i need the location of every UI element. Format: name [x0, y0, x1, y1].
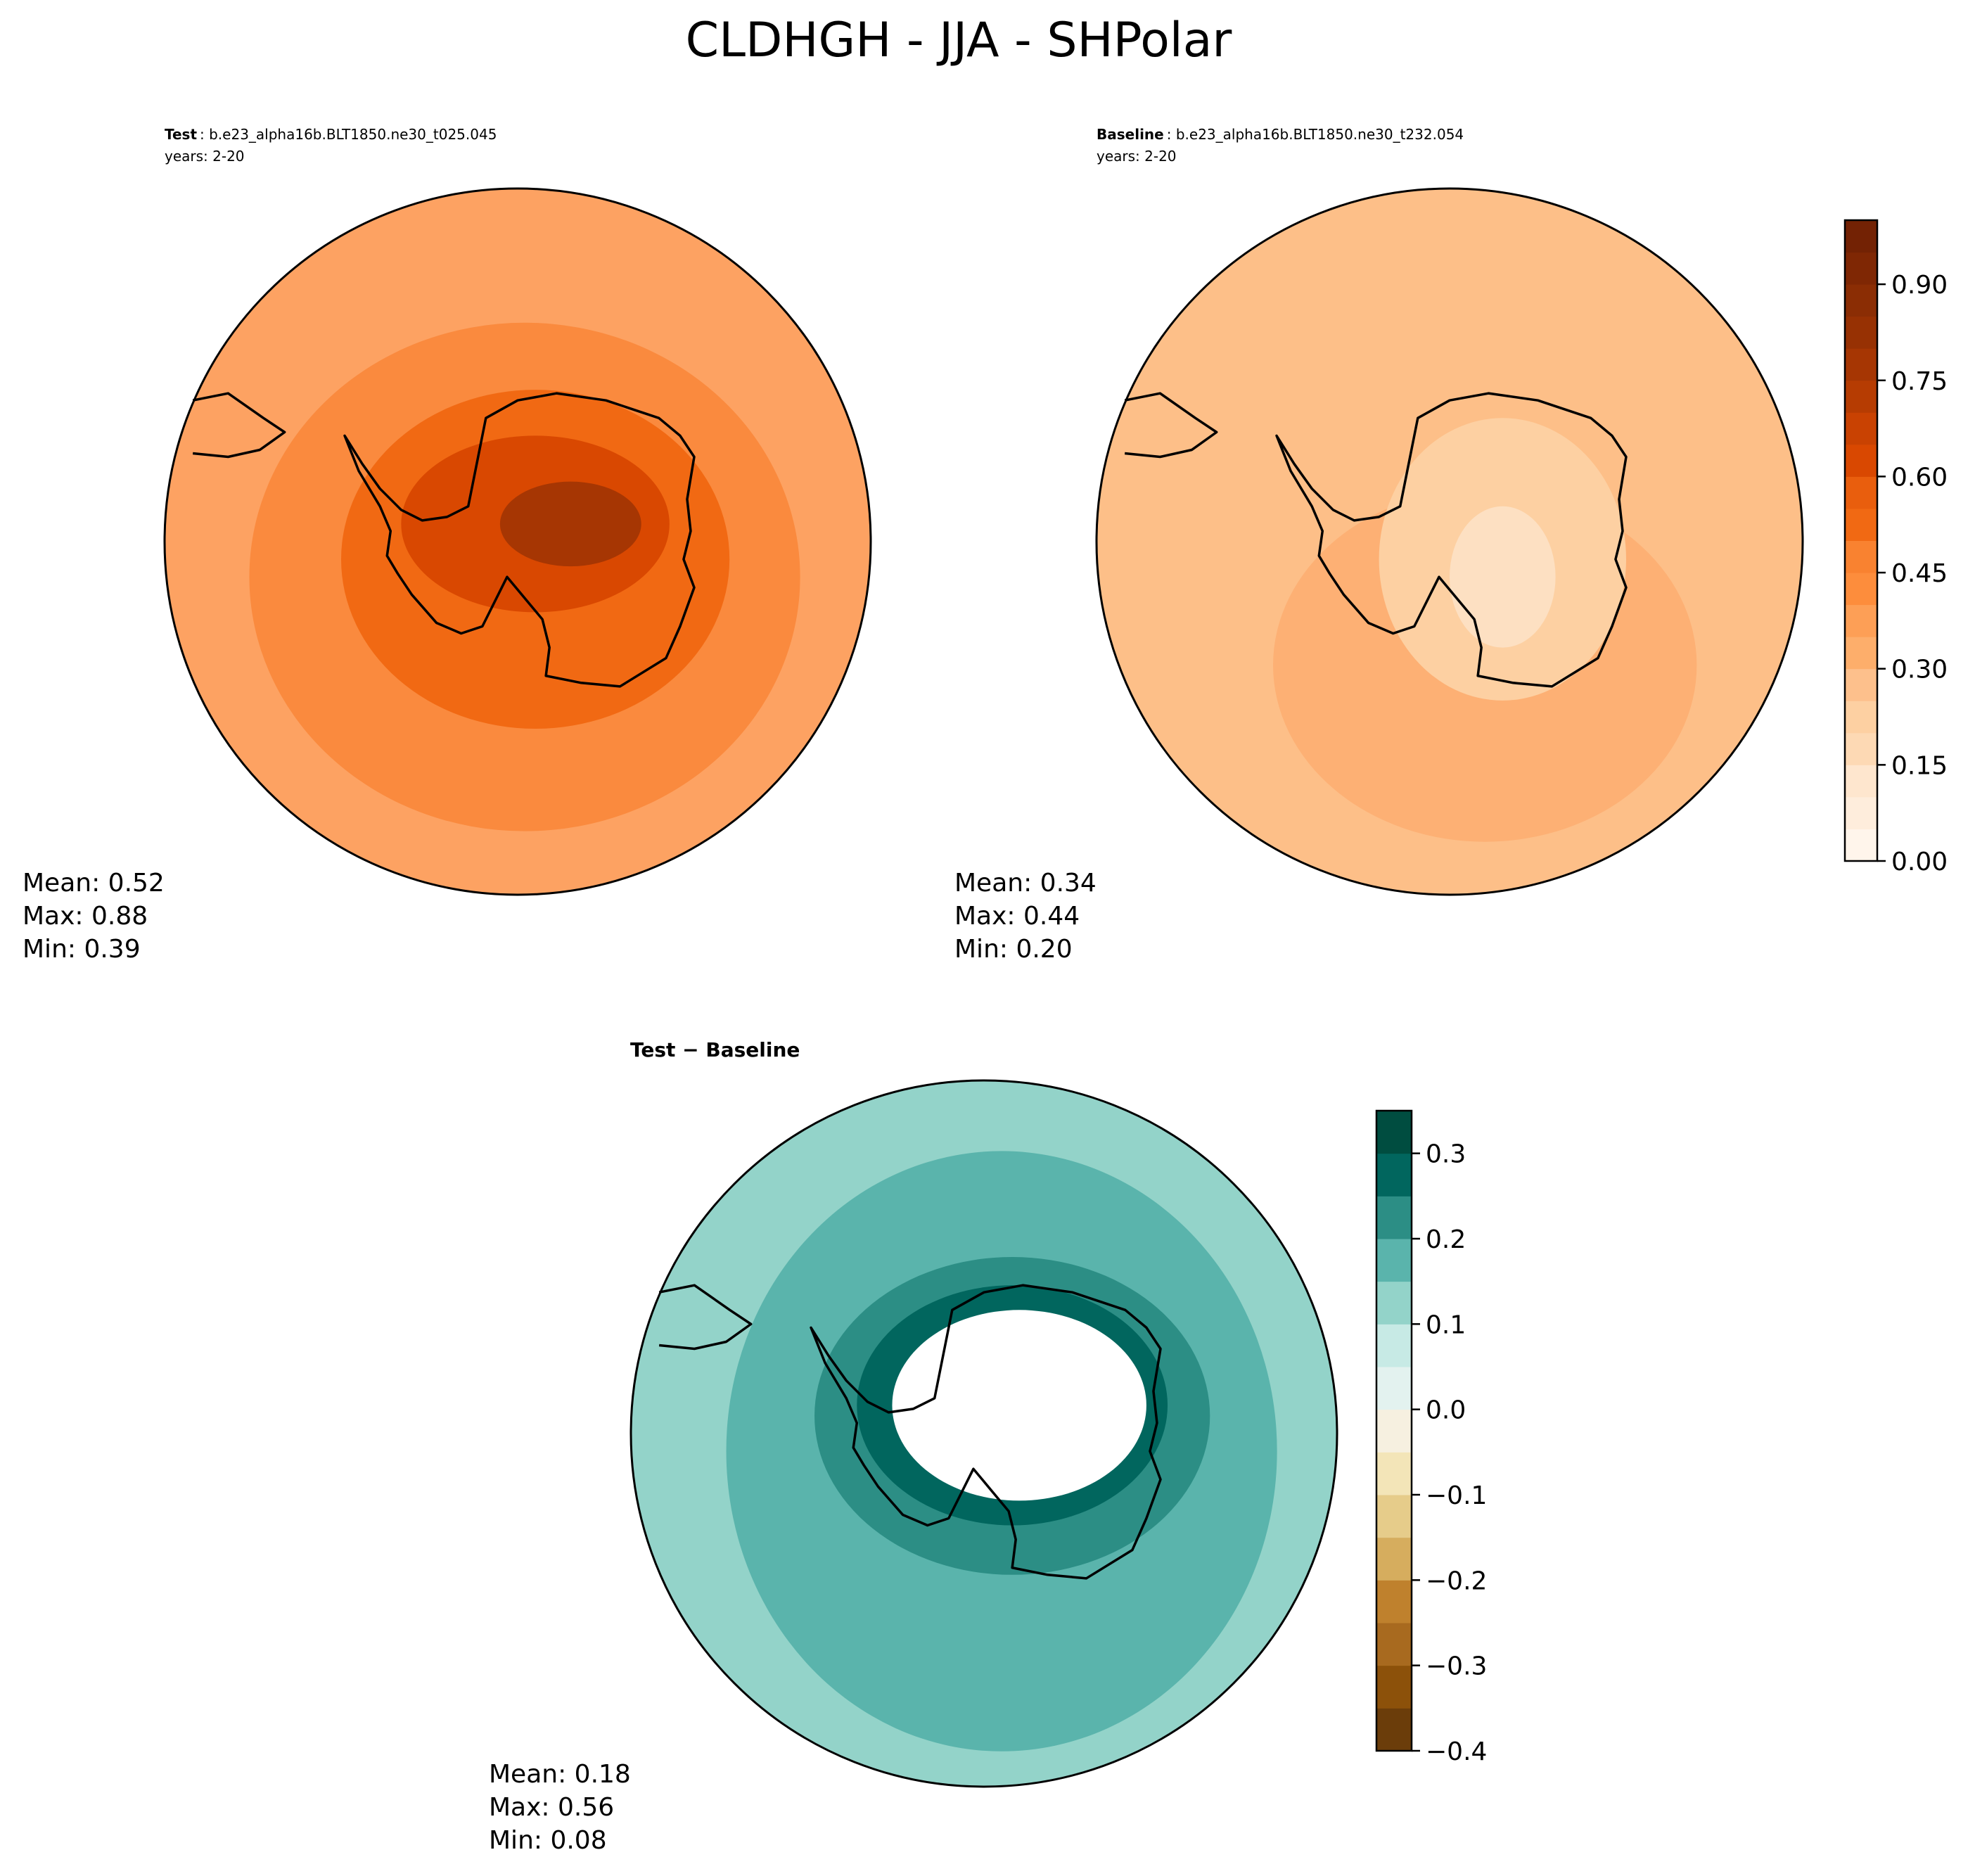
colorbar-segment: [1845, 380, 1877, 413]
panel-case: : b.e23_alpha16b.BLT1850.ne30_t025.045: [200, 126, 497, 143]
stat-line: Max: 0.56: [489, 1793, 614, 1822]
stat-line: Min: 0.39: [23, 935, 141, 964]
colorbar-segment: [1845, 316, 1877, 349]
colorbar-segment: [1376, 1495, 1412, 1538]
colorbar-frame: [1843, 219, 1879, 862]
colorbar-tick-label: 0.00: [1891, 848, 1948, 876]
colorbar-segment: [1376, 1367, 1412, 1410]
colorbar-tick-label: 0.0: [1426, 1396, 1466, 1425]
colorbar-segment: [1845, 668, 1877, 701]
colorbar-segment: [1376, 1239, 1412, 1282]
panel-label: Baseline: b.e23_alpha16b.BLT1850.ne30_t2…: [1097, 126, 1464, 143]
colorbar-segment: [1845, 573, 1877, 606]
panel-name: Baseline: [1097, 126, 1164, 143]
colorbar-segment: [1376, 1281, 1412, 1325]
panel-years: years: 2-20: [1097, 148, 1177, 165]
panel-label: Test: b.e23_alpha16b.BLT1850.ne30_t025.0…: [165, 126, 497, 143]
colorbar-frame: [1375, 1109, 1413, 1752]
colorbar-segment: [1376, 1111, 1412, 1154]
panel-name: Test − Baseline: [630, 1038, 800, 1061]
coastline: [811, 1285, 1161, 1578]
colorbar-tick-label: 0.90: [1891, 271, 1948, 300]
colorbar-tick-label: 0.45: [1891, 559, 1948, 588]
colorbar-segment: [1376, 1580, 1412, 1623]
colorbar-tick-label: 0.30: [1891, 656, 1948, 684]
colorbar-tick-label: 0.2: [1426, 1225, 1466, 1254]
colorbar-segment: [1376, 1452, 1412, 1495]
colorbar-segment: [1376, 1623, 1412, 1666]
colorbar-segment: [1845, 604, 1877, 637]
contour-fill: [499, 481, 641, 567]
colorbar-segment: [1845, 540, 1877, 573]
colorbar-segment: [1845, 508, 1877, 541]
polar-map: [165, 189, 871, 895]
colorbar-segment: [1845, 220, 1877, 253]
colorbar-tick-label: −0.1: [1426, 1481, 1487, 1510]
colorbar-segment: [1845, 284, 1877, 317]
coastline: [1125, 393, 1217, 457]
stat-line: Min: 0.08: [489, 1826, 607, 1855]
polar-map: [1097, 189, 1803, 895]
contour-fill: [892, 1310, 1146, 1501]
stat-line: Max: 0.44: [954, 902, 1080, 931]
polar-map: [631, 1080, 1337, 1787]
colorbar-tick-label: 0.60: [1891, 463, 1948, 492]
stat-line: Max: 0.88: [23, 902, 148, 931]
map-boundary: [1095, 187, 1804, 896]
panel-name: Test: [165, 126, 197, 143]
colorbar-segment: [1845, 701, 1877, 734]
figure-title: CLDHGH - JJA - SHPolar: [686, 13, 1232, 68]
colorbar-segment: [1845, 348, 1877, 381]
colorbar-tick-label: −0.4: [1426, 1737, 1487, 1766]
coastline: [345, 393, 694, 687]
colorbar-segment: [1376, 1153, 1412, 1197]
panel-case: : b.e23_alpha16b.BLT1850.ne30_t232.054: [1167, 126, 1464, 143]
panel-years: years: 2-20: [165, 148, 245, 165]
colorbar-segment: [1845, 796, 1877, 829]
colorbar-tick-label: 0.15: [1891, 751, 1948, 780]
colorbar-segment: [1845, 476, 1877, 509]
contour-fill: [1450, 506, 1556, 648]
map-boundary: [163, 187, 872, 896]
coastline: [659, 1285, 751, 1348]
colorbar-segment: [1845, 637, 1877, 670]
stat-line: Mean: 0.34: [954, 869, 1097, 898]
colorbar-segment: [1845, 252, 1877, 285]
colorbar-segment: [1376, 1537, 1412, 1581]
map-boundary: [629, 1079, 1338, 1788]
colorbar-segment: [1376, 1324, 1412, 1367]
colorbar-segment: [1376, 1196, 1412, 1239]
panel-label: Test − Baseline: [630, 1038, 800, 1061]
coastline: [1277, 393, 1626, 687]
colorbar-segment: [1845, 732, 1877, 765]
colorbar-segment: [1376, 1665, 1412, 1709]
coastline: [193, 393, 285, 457]
colorbar-segment: [1376, 1708, 1412, 1751]
colorbar-tick-label: −0.3: [1426, 1652, 1487, 1681]
colorbar-tick-label: 0.75: [1891, 367, 1948, 396]
colorbar-tick-label: 0.3: [1426, 1140, 1466, 1169]
stat-line: Mean: 0.52: [23, 869, 165, 898]
stat-line: Min: 0.20: [954, 935, 1073, 964]
colorbar-segment: [1376, 1409, 1412, 1453]
colorbar-segment: [1845, 444, 1877, 477]
stat-line: Mean: 0.18: [489, 1760, 631, 1789]
colorbar-segment: [1845, 765, 1877, 798]
colorbar-segment: [1845, 829, 1877, 862]
colorbar-tick-label: 0.1: [1426, 1310, 1466, 1339]
colorbar-tick-label: −0.2: [1426, 1566, 1487, 1595]
colorbar-segment: [1845, 412, 1877, 445]
